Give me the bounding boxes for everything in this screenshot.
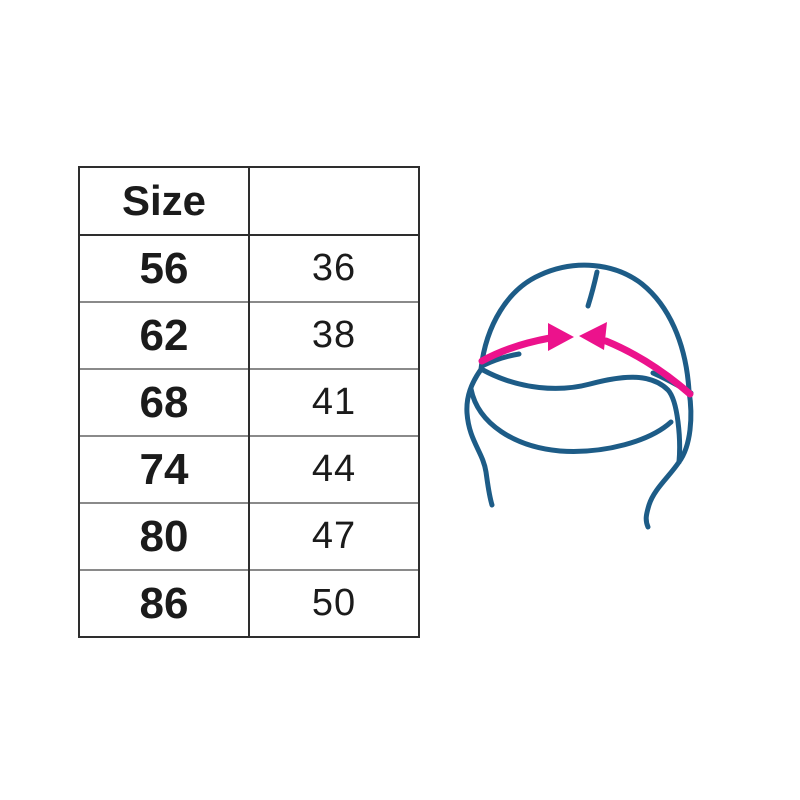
size-table-container: Size 56 36 62 38 68 41 74	[78, 166, 420, 638]
table-header-row: Size	[78, 166, 420, 236]
hat-outline	[464, 262, 694, 530]
circumference-cell: 44	[248, 435, 420, 503]
circumference-cell: 38	[248, 301, 420, 369]
circumference-cell: 41	[248, 368, 420, 436]
circumference-cell: 36	[248, 235, 420, 302]
size-column-header: Size	[78, 166, 250, 236]
hat-left-tie	[464, 365, 495, 508]
circumference-cell: 47	[248, 502, 420, 570]
table-row: 74 44	[78, 435, 420, 503]
hat-brim-bottom-line	[468, 386, 674, 454]
size-cell: 74	[78, 435, 250, 503]
hat-crown-line	[478, 262, 692, 394]
size-cell: 86	[78, 569, 250, 637]
size-cell: 68	[78, 368, 250, 436]
measure-arrow-right-head	[579, 322, 607, 350]
size-cell: 62	[78, 301, 250, 369]
table-row: 86 50	[78, 569, 420, 637]
size-cell: 80	[78, 502, 250, 570]
measure-arrow-left-head	[548, 323, 574, 351]
hat-left-fold-line	[481, 351, 522, 368]
hat-top-seam-line	[585, 269, 600, 309]
measure-arrow-right-shaft	[602, 337, 694, 398]
size-cell: 56	[78, 235, 250, 302]
measure-arrows	[478, 322, 694, 398]
measure-arrow-left-shaft	[478, 334, 554, 365]
baby-hat-illustration	[440, 240, 760, 560]
table-row: 56 36	[78, 235, 420, 302]
baby-hat-icon	[464, 262, 694, 530]
size-table: Size 56 36 62 38 68 41 74	[78, 166, 420, 638]
hat-brim-top-line	[480, 367, 683, 465]
table-row: 62 38	[78, 301, 420, 369]
table-row: 80 47	[78, 502, 420, 570]
hat-right-edge-line	[676, 388, 694, 465]
circumference-column-header	[248, 166, 420, 236]
circumference-cell: 50	[248, 569, 420, 637]
hat-right-tie	[643, 459, 682, 530]
table-row: 68 41	[78, 368, 420, 436]
